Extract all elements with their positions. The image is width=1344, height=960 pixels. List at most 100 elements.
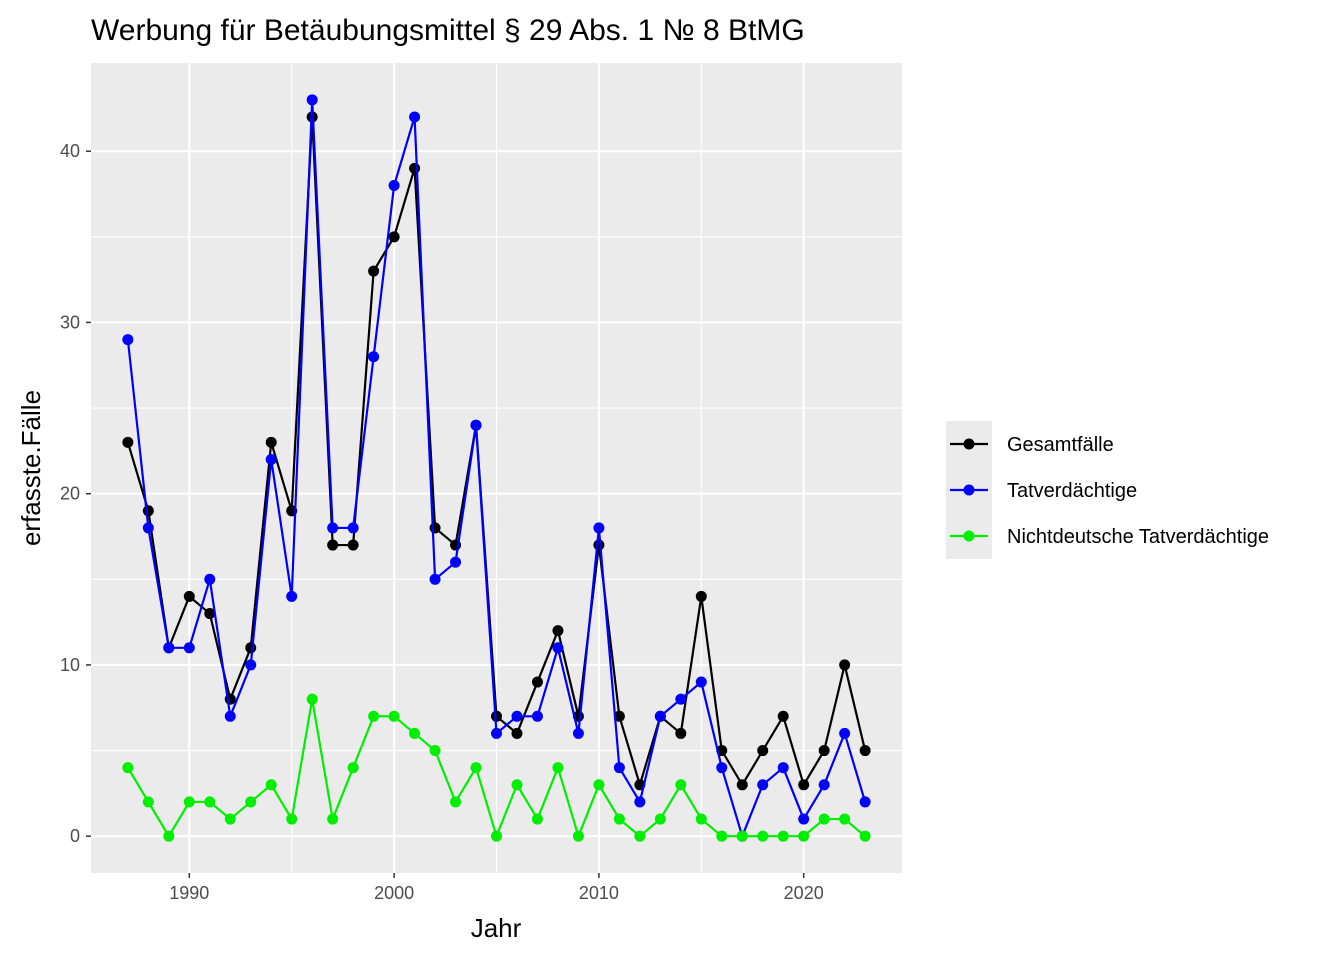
data-point (654, 710, 666, 722)
data-point (163, 830, 175, 842)
legend-label: Nichtdeutsche Tatverdächtige (1007, 526, 1269, 548)
data-point (777, 710, 789, 722)
data-point (798, 779, 810, 791)
data-point (183, 642, 195, 654)
y-tick-label: 30 (60, 312, 80, 332)
series-2 (122, 693, 871, 842)
data-point (777, 762, 789, 774)
data-point (552, 642, 564, 654)
data-point (409, 162, 421, 174)
data-point (511, 710, 523, 722)
data-point (388, 231, 400, 243)
data-point (613, 762, 625, 774)
data-point (306, 693, 318, 705)
data-point (531, 813, 543, 825)
data-point (531, 676, 543, 688)
data-point (388, 710, 400, 722)
data-point (511, 727, 523, 739)
major-gridlines (91, 63, 902, 873)
legend-key-point (963, 530, 975, 542)
data-point (142, 796, 154, 808)
data-point (204, 608, 216, 620)
data-point (388, 179, 400, 191)
data-point (429, 522, 441, 534)
data-point (142, 505, 154, 517)
data-point (245, 642, 257, 654)
data-point (265, 779, 277, 791)
data-point (470, 419, 482, 431)
data-point (245, 659, 257, 671)
legend-key-point (963, 438, 975, 450)
x-axis: 1990 2000 2010 2020 (169, 873, 824, 903)
data-point (142, 522, 154, 534)
data-point (675, 693, 687, 705)
data-point (798, 830, 810, 842)
data-point (695, 676, 707, 688)
data-point (818, 813, 830, 825)
data-point (224, 710, 236, 722)
data-point (716, 762, 728, 774)
data-point (327, 522, 339, 534)
data-point (306, 94, 318, 106)
data-point (818, 745, 830, 757)
data-point (265, 453, 277, 465)
data-point (859, 796, 871, 808)
data-point (634, 830, 646, 842)
data-point (757, 830, 769, 842)
data-point (368, 710, 380, 722)
data-point (777, 830, 789, 842)
data-point (716, 830, 728, 842)
data-point (122, 436, 134, 448)
x-tick-label: 2010 (579, 883, 619, 903)
data-point (613, 813, 625, 825)
data-point (327, 539, 339, 551)
data-point (839, 813, 851, 825)
data-point (183, 590, 195, 602)
data-point (429, 573, 441, 585)
data-point (245, 796, 257, 808)
data-point (613, 710, 625, 722)
series-layer (122, 94, 871, 842)
data-point (183, 796, 195, 808)
data-point (409, 111, 421, 123)
legend-label: Gesamtfälle (1007, 434, 1114, 456)
y-axis-title: erfasste.Fälle (16, 390, 46, 546)
data-point (347, 522, 359, 534)
data-point (286, 590, 298, 602)
x-tick-label: 2020 (784, 883, 824, 903)
data-point (511, 779, 523, 791)
minor-gridlines (86, 63, 902, 873)
y-tick-label: 0 (70, 826, 80, 846)
data-point (593, 539, 605, 551)
data-point (839, 727, 851, 739)
data-point (347, 762, 359, 774)
legend-label: Tatverdächtige (1007, 480, 1137, 502)
legend: Gesamtfälle Tatverdächtige Nichtdeutsche T… (946, 421, 1269, 559)
data-point (491, 830, 502, 842)
data-point (204, 573, 216, 585)
data-point (368, 351, 380, 363)
chart-title: Werbung für Betäubungsmittel § 29 Abs. 1… (91, 14, 805, 47)
data-point (818, 779, 830, 791)
data-point (695, 813, 707, 825)
data-point (368, 265, 380, 277)
data-point (572, 830, 584, 842)
data-point (470, 762, 482, 774)
data-point (265, 436, 277, 448)
y-axis: 0 10 20 30 40 (60, 141, 91, 846)
data-point (552, 762, 564, 774)
data-point (859, 745, 871, 757)
data-point (450, 796, 462, 808)
data-point (859, 830, 871, 842)
legend-item: Tatverdächtige (950, 480, 1137, 502)
legend-item: Gesamtfälle (950, 434, 1114, 456)
data-point (839, 659, 851, 671)
data-point (675, 727, 687, 739)
data-point (695, 590, 707, 602)
data-point (429, 745, 441, 757)
data-point (736, 830, 748, 842)
data-point (757, 779, 769, 791)
x-tick-label: 2000 (374, 883, 414, 903)
data-point (531, 710, 543, 722)
